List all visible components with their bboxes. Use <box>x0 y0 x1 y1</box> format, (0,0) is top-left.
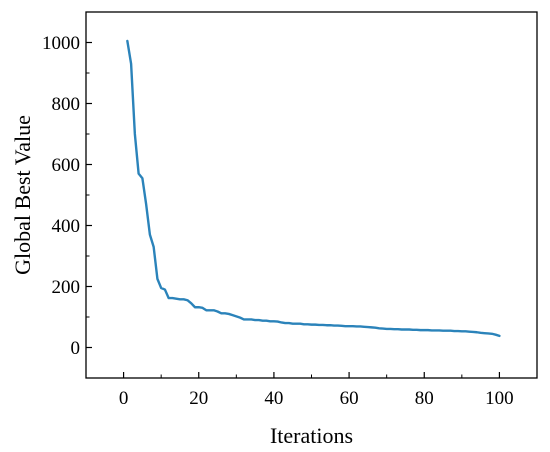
y-tick-label: 400 <box>52 216 81 237</box>
x-tick-label: 0 <box>119 388 129 409</box>
series-layer <box>126 39 501 338</box>
y-axis-label: Global Best Value <box>10 115 35 275</box>
y-tick-label: 1000 <box>42 33 80 54</box>
series-line <box>126 39 501 338</box>
y-tick-label: 0 <box>71 338 81 359</box>
x-tick-label: 20 <box>189 388 208 409</box>
x-tick-label: 60 <box>340 388 359 409</box>
x-axis-label: Iterations <box>270 423 353 448</box>
y-tick-label: 800 <box>52 94 81 115</box>
x-tick-label: 100 <box>485 388 514 409</box>
x-tick-label: 40 <box>264 388 283 409</box>
y-tick-label: 600 <box>52 155 81 176</box>
plot-frame <box>85 11 538 379</box>
x-tick-label: 80 <box>415 388 434 409</box>
y-tick-label: 200 <box>52 277 81 298</box>
